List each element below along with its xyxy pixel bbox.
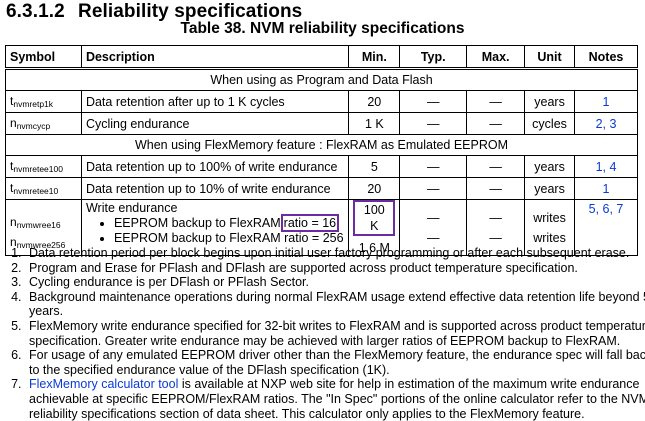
typ-cell: — —: [399, 199, 468, 256]
max-cell: —: [466, 155, 526, 178]
table-row: tnvmretee100 Data retention up to 100% o…: [5, 155, 638, 178]
symbol-subscript: nvmcycp: [16, 121, 51, 131]
group-row: When using as Program and Data Flash: [5, 68, 638, 91]
max-value: —: [489, 230, 502, 245]
footnote: For usage of any emulated EEPROM driver …: [25, 348, 645, 377]
write-endurance-label: Write endurance: [85, 201, 178, 215]
reliability-table: Symbol Description Min. Typ. Max. Unit N…: [5, 45, 638, 256]
col-unit: Unit: [524, 45, 576, 70]
table-row-write-endurance: nnvmwree16 nnvmwree256 Write endurance E…: [5, 199, 638, 256]
min-cell: 5: [348, 155, 401, 178]
calculator-tool-link[interactable]: FlexMemory calculator tool: [29, 377, 179, 392]
symbol-cell: tnvmretp1k: [5, 90, 82, 113]
footnote: Program and Erase for PFlash and DFlash …: [25, 261, 645, 276]
description-cell: Data retention up to 10% of write endura…: [80, 177, 350, 200]
footnotes-list: Data retention period per block begins u…: [6, 246, 645, 421]
unit-cell: years: [524, 177, 576, 200]
typ-cell: —: [399, 90, 468, 113]
symbol-letter: t: [10, 94, 14, 108]
table-row: nnvmcycp Cycling endurance 1 K — — cycle…: [5, 112, 638, 135]
ratio-16-highlight: ratio = 16: [280, 214, 340, 232]
list-item: EEPROM backup to FlexRAM ratio = 256: [114, 231, 344, 246]
max-cell: — —: [466, 199, 526, 256]
notes-link[interactable]: 1, 4: [574, 155, 638, 178]
typ-cell: —: [399, 177, 468, 200]
notes-link[interactable]: 1: [574, 90, 638, 113]
section-title: Reliability specifications: [78, 1, 303, 22]
symbol-letter: n: [10, 214, 17, 229]
notes-link[interactable]: 2, 3: [574, 112, 638, 135]
typ-value: —: [426, 210, 440, 225]
symbol-letter: n: [10, 234, 17, 249]
section-number: 6.3.1.2: [6, 1, 65, 22]
col-description: Description: [80, 45, 350, 70]
symbol-subscript: nvmwree16: [16, 219, 61, 230]
table-row: tnvmretp1k Data retention after up to 1 …: [5, 90, 638, 113]
footnote: Cycling endurance is per DFlash or PFlas…: [25, 275, 645, 290]
max-value: —: [489, 210, 502, 225]
col-typ: Typ.: [399, 45, 468, 70]
description-cell: Data retention up to 100% of write endur…: [80, 155, 350, 178]
footnote: Data retention period per block begins u…: [25, 246, 645, 261]
table-header-row: Symbol Description Min. Typ. Max. Unit N…: [5, 45, 638, 70]
notes-link[interactable]: 1: [574, 177, 638, 200]
max-cell: —: [466, 177, 526, 200]
min-cell: 20: [348, 177, 401, 200]
min-cell: 100 K 1.6 M: [348, 199, 401, 256]
col-min: Min.: [348, 45, 401, 70]
footnote: FlexMemory write endurance specified for…: [25, 319, 645, 348]
min-value: 1.6 M: [358, 241, 390, 255]
notes-link[interactable]: 5, 6, 7: [574, 199, 638, 256]
typ-cell: —: [399, 155, 468, 178]
symbol-cell: tnvmretee10: [5, 177, 82, 200]
min-cell: 20: [348, 90, 401, 113]
symbol-letter: t: [10, 159, 14, 173]
footnote: Background maintenance operations during…: [25, 290, 645, 319]
symbol-subscript: nvmretee10: [13, 186, 59, 196]
unit-cell: years: [524, 90, 576, 113]
max-cell: —: [466, 90, 526, 113]
footnote: FlexMemory calculator tool is available …: [25, 377, 645, 421]
symbol-subscript: nvmwree256: [16, 239, 66, 250]
typ-cell: —: [399, 112, 468, 135]
ratio-16-text: EEPROM backup to FlexRAM: [113, 216, 281, 230]
symbol-cell: tnvmretee100: [5, 155, 82, 178]
symbol-cell: nnvmwree16 nnvmwree256: [5, 199, 82, 256]
description-cell: Data retention after up to 1 K cycles: [80, 90, 350, 113]
symbol-subscript: nvmretee100: [13, 164, 63, 174]
col-symbol: Symbol: [5, 45, 82, 70]
symbol-cell: nnvmcycp: [5, 112, 82, 135]
unit-cell: writes writes: [524, 199, 576, 256]
unit-value: writes: [533, 230, 566, 245]
unit-cell: years: [524, 155, 576, 178]
col-max: Max.: [466, 45, 526, 70]
unit-value: writes: [533, 210, 566, 225]
col-notes: Notes: [574, 45, 638, 70]
group-label: When using FlexMemory feature : FlexRAM …: [5, 134, 638, 156]
min-cell: 1 K: [348, 112, 401, 135]
table-row: tnvmretee10 Data retention up to 10% of …: [5, 177, 638, 200]
symbol-subscript: nvmretp1k: [13, 99, 54, 109]
unit-cell: cycles: [524, 112, 576, 135]
section-heading: 6.3.1.2 Reliability specifications: [6, 1, 302, 23]
min-100k-highlight: 100 K: [353, 200, 396, 236]
symbol-letter: t: [10, 181, 14, 195]
symbol-letter: n: [10, 116, 17, 130]
description-cell: Cycling endurance: [80, 112, 350, 135]
group-row: When using FlexMemory feature : FlexRAM …: [5, 134, 638, 156]
description-cell: Write endurance EEPROM backup to FlexRAM…: [80, 199, 350, 256]
group-label: When using as Program and Data Flash: [5, 68, 638, 91]
max-cell: —: [466, 112, 526, 135]
table-caption: Table 38. NVM reliability specifications: [180, 20, 465, 37]
typ-value: —: [426, 230, 440, 245]
